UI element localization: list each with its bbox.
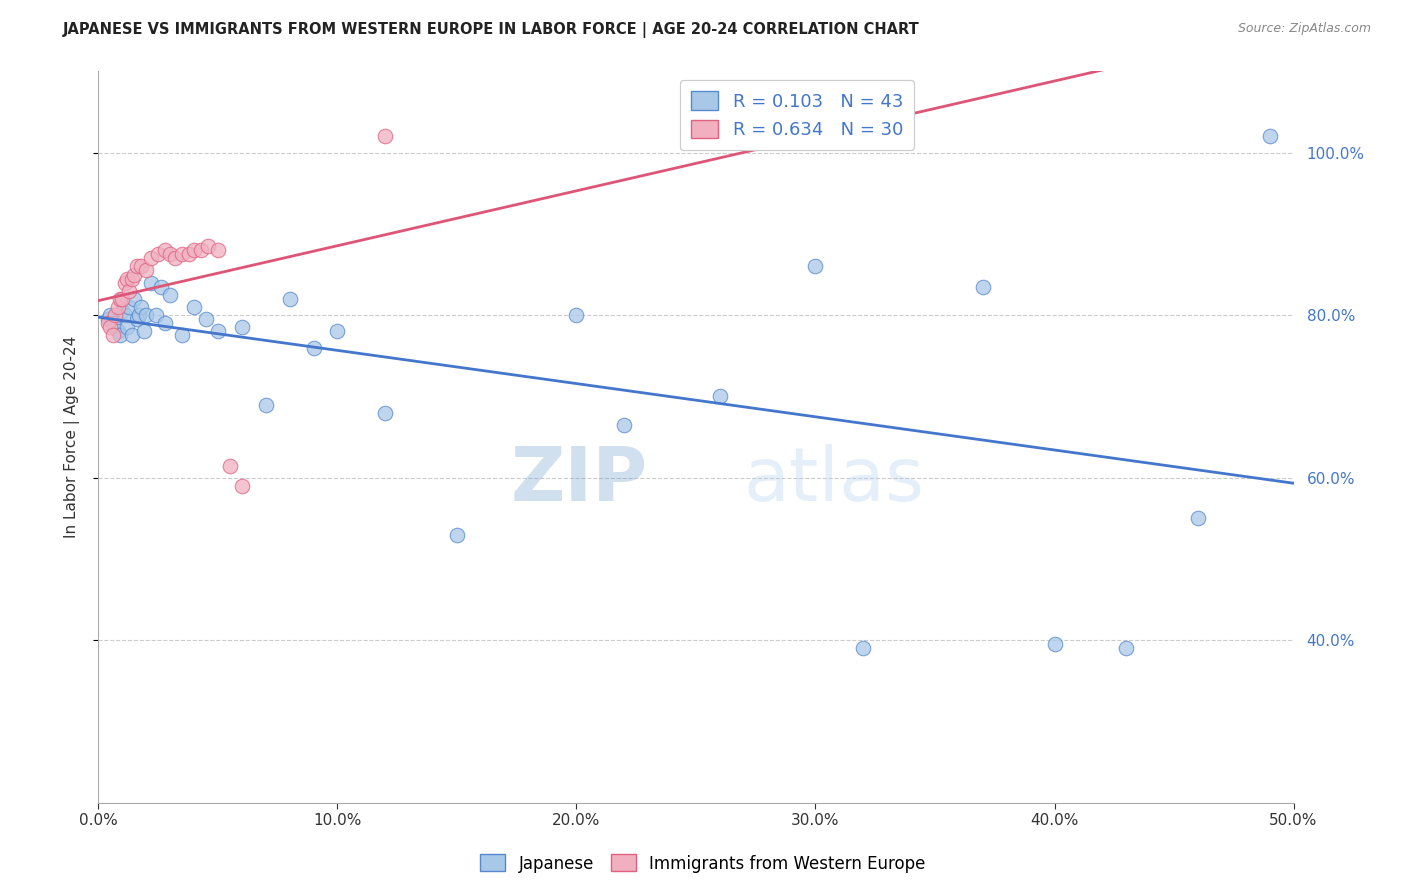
Point [374, 129, 396, 144]
Point [446, 527, 468, 541]
Point [98, 320, 122, 334]
Point [219, 458, 242, 473]
Point [1043, 637, 1066, 651]
Point [155, 316, 177, 330]
Point [1115, 641, 1137, 656]
Point [125, 260, 148, 274]
Point [183, 300, 205, 314]
Point [172, 247, 194, 261]
Point [104, 320, 127, 334]
Point [115, 320, 138, 334]
Point [231, 479, 253, 493]
Legend: R = 0.103   N = 43, R = 0.634   N = 30: R = 0.103 N = 43, R = 0.634 N = 30 [681, 80, 914, 150]
Text: ZIP: ZIP [510, 444, 648, 517]
Point [124, 292, 146, 306]
Point [114, 276, 136, 290]
Point [254, 398, 277, 412]
Point [124, 268, 146, 282]
Point [804, 260, 827, 274]
Point [148, 247, 170, 261]
Point [1187, 511, 1209, 525]
Point [107, 325, 129, 339]
Text: JAPANESE VS IMMIGRANTS FROM WESTERN EUROPE IN LABOR FORCE | AGE 20-24 CORRELATIO: JAPANESE VS IMMIGRANTS FROM WESTERN EURO… [63, 22, 920, 38]
Point [114, 308, 136, 322]
Legend: Japanese, Immigrants from Western Europe: Japanese, Immigrants from Western Europe [474, 847, 932, 880]
Point [190, 243, 212, 257]
Point [118, 284, 141, 298]
Point [179, 247, 201, 261]
Point [163, 252, 186, 266]
Point [107, 300, 129, 314]
Point [108, 328, 131, 343]
Point [326, 325, 349, 339]
Y-axis label: In Labor Force | Age 20-24: In Labor Force | Age 20-24 [65, 336, 80, 538]
Point [139, 252, 162, 266]
Point [101, 328, 124, 343]
Point [207, 325, 229, 339]
Point [155, 243, 177, 257]
Point [804, 129, 827, 144]
Point [172, 328, 194, 343]
Point [97, 316, 120, 330]
Point [565, 308, 588, 322]
Point [183, 243, 205, 257]
Point [132, 325, 155, 339]
Point [125, 312, 148, 326]
Point [278, 292, 301, 306]
Point [1258, 129, 1281, 144]
Point [197, 239, 219, 253]
Point [121, 271, 143, 285]
Point [159, 288, 181, 302]
Point [145, 308, 167, 322]
Point [231, 320, 253, 334]
Text: atlas: atlas [744, 444, 925, 517]
Point [111, 292, 134, 306]
Point [302, 341, 325, 355]
Point [118, 300, 141, 314]
Point [613, 417, 636, 432]
Point [131, 260, 153, 274]
Point [121, 328, 143, 343]
Point [104, 308, 127, 322]
Point [115, 271, 138, 285]
Point [135, 308, 157, 322]
Point [101, 316, 124, 330]
Point [194, 312, 218, 326]
Point [128, 308, 150, 322]
Text: Source: ZipAtlas.com: Source: ZipAtlas.com [1237, 22, 1371, 36]
Point [207, 243, 229, 257]
Point [852, 641, 875, 656]
Point [972, 279, 994, 293]
Point [108, 292, 131, 306]
Point [98, 308, 122, 322]
Point [139, 276, 162, 290]
Point [149, 279, 172, 293]
Point [709, 389, 731, 403]
Point [111, 304, 134, 318]
Point [131, 300, 153, 314]
Point [135, 263, 157, 277]
Point [97, 312, 120, 326]
Point [374, 406, 396, 420]
Point [159, 247, 181, 261]
